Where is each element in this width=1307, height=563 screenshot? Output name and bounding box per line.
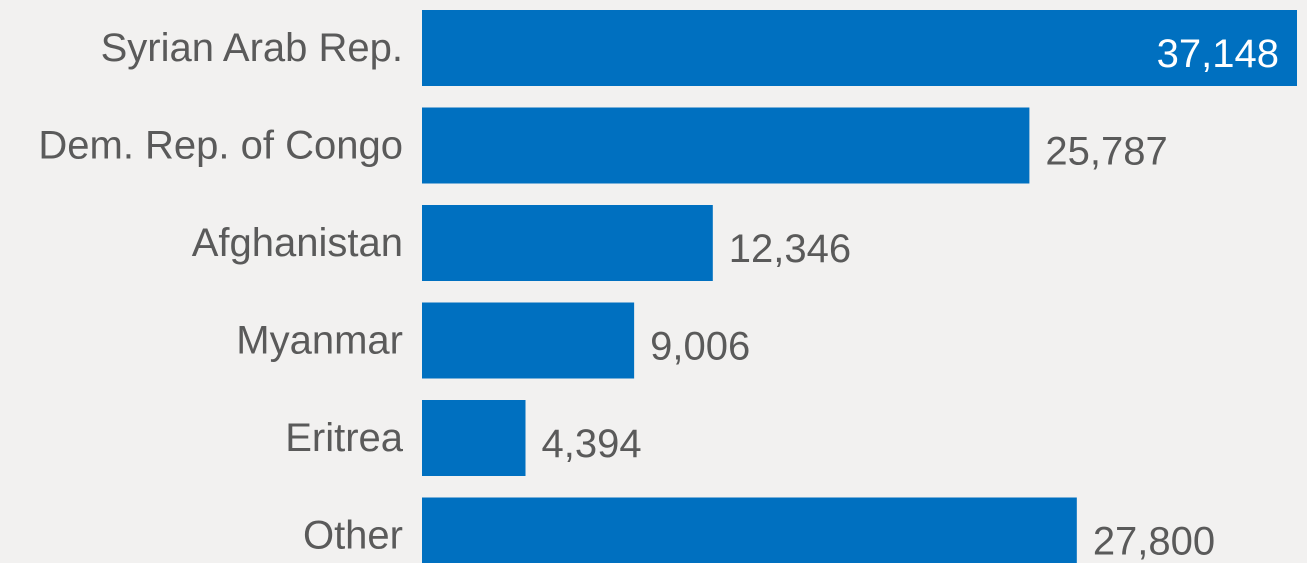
category-label: Eritrea: [285, 416, 404, 460]
bar: [422, 205, 713, 281]
data-label: 25,787: [1045, 130, 1167, 174]
bars-group: Syrian Arab Rep. 37,148 Dem. Rep. of Congo…: [38, 10, 1297, 563]
bar: [422, 107, 1030, 184]
category-label: Other: [303, 514, 403, 558]
category-label: Myanmar: [236, 319, 403, 363]
bar: [422, 10, 1297, 86]
category-label: Dem. Rep. of Congo: [38, 124, 403, 168]
bar: [422, 400, 526, 476]
data-label: 12,346: [729, 227, 851, 271]
data-label: 9,006: [650, 325, 750, 369]
data-label: 37,148: [1157, 32, 1279, 76]
category-label: Afghanistan: [192, 221, 403, 265]
bar: [422, 302, 635, 379]
data-label: 4,394: [541, 422, 641, 466]
data-label: 27,800: [1093, 520, 1215, 563]
bar: [422, 497, 1077, 563]
category-label: Syrian Arab Rep.: [101, 26, 403, 70]
